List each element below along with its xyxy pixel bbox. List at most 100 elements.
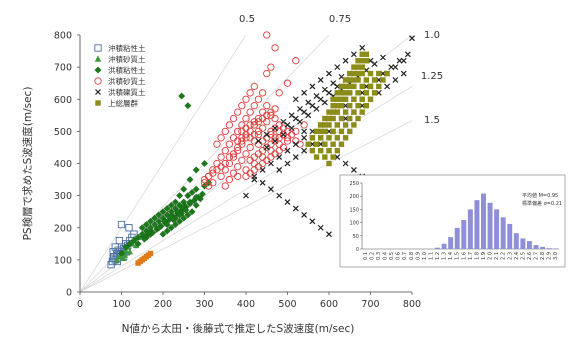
data-point — [367, 83, 374, 90]
data-point — [322, 154, 328, 160]
data-point — [182, 206, 190, 214]
x-marker-stroke — [280, 131, 287, 138]
data-point — [318, 147, 324, 154]
data-point — [363, 51, 370, 57]
histogram-bar — [487, 202, 493, 249]
histogram-bar — [500, 217, 506, 249]
y-tick-label: 500 — [54, 127, 72, 138]
data-point — [392, 77, 399, 83]
data-point — [355, 90, 361, 96]
data-point — [217, 172, 225, 181]
x-marker-stroke — [392, 77, 399, 83]
data-point — [317, 77, 324, 83]
data-point — [263, 144, 270, 151]
data-point — [155, 224, 163, 232]
data-point — [288, 112, 295, 119]
data-point — [380, 54, 386, 61]
data-point — [367, 70, 374, 77]
data-point — [275, 89, 283, 97]
data-point — [130, 237, 138, 245]
data-point — [305, 112, 312, 119]
x-marker-stroke — [313, 93, 320, 99]
data-point — [221, 127, 229, 136]
x-marker-stroke — [284, 147, 291, 154]
data-point — [334, 102, 340, 109]
data-point — [342, 135, 349, 141]
data-point — [351, 122, 357, 128]
data-point — [322, 115, 328, 122]
inset-annotation: 平均値 M=0.95 — [522, 192, 558, 199]
data-point — [188, 188, 196, 196]
data-point — [263, 102, 271, 110]
data-point — [309, 147, 316, 154]
histogram-bar — [467, 209, 473, 249]
data-point — [188, 208, 196, 216]
data-point — [342, 90, 349, 96]
data-point — [355, 102, 361, 109]
data-point — [317, 96, 324, 103]
x-marker-stroke — [301, 89, 308, 96]
x-marker-stroke — [396, 57, 403, 64]
inset-y-tick-label: 200 — [349, 194, 359, 200]
data-point — [184, 102, 192, 110]
data-point — [94, 44, 102, 52]
data-point — [404, 51, 411, 58]
data-point — [229, 114, 238, 123]
data-point — [117, 220, 126, 229]
data-point — [184, 192, 192, 200]
data-point — [250, 118, 258, 126]
data-point — [363, 102, 370, 109]
data-point — [321, 99, 328, 106]
data-point — [234, 163, 242, 171]
x-tick-label: 100 — [112, 299, 130, 310]
inset-x-tick-label: 2.2 — [501, 252, 507, 260]
data-point — [151, 221, 159, 229]
data-point — [180, 185, 188, 193]
data-point — [400, 70, 407, 77]
data-point — [138, 224, 146, 232]
histogram-bar — [540, 246, 546, 249]
data-point — [246, 143, 254, 152]
data-point — [347, 115, 353, 122]
x-marker-stroke — [342, 160, 349, 167]
axes: 0 100 200 300 400 500 600 700 800010020030040050… — [21, 31, 421, 336]
x-marker-stroke — [371, 60, 378, 67]
data-point — [371, 60, 378, 67]
data-point — [351, 109, 357, 115]
data-point — [367, 96, 374, 102]
data-point — [359, 96, 365, 102]
data-point — [114, 256, 121, 263]
x-marker-stroke — [255, 138, 262, 144]
data-point — [292, 205, 299, 212]
y-axis-title: PS検層で求めたS波速度(m/sec) — [21, 87, 34, 241]
data-point — [271, 44, 279, 52]
data-point — [326, 109, 332, 115]
y-tick-label: 400 — [54, 159, 72, 170]
ratio-label: 1.0 — [424, 30, 440, 41]
data-point — [95, 89, 101, 95]
x-marker-stroke — [388, 64, 395, 71]
data-point — [288, 125, 295, 132]
data-point — [250, 102, 258, 110]
data-point — [258, 89, 267, 97]
x-marker-stroke — [330, 80, 337, 87]
data-point — [292, 57, 300, 65]
data-point — [363, 90, 370, 96]
data-point — [355, 77, 361, 83]
data-point — [263, 31, 271, 39]
data-point — [292, 115, 299, 122]
x-tick-label: 200 — [154, 299, 172, 310]
x-marker-stroke — [301, 109, 308, 116]
x-marker-stroke — [350, 167, 357, 173]
inset-x-tick-label: 2.7 — [534, 252, 540, 260]
data-point — [313, 154, 320, 160]
data-point — [246, 108, 254, 116]
data-point — [351, 64, 357, 70]
x-marker-stroke — [284, 160, 291, 167]
data-point — [292, 154, 299, 160]
ratio-label: 0.75 — [329, 14, 351, 25]
data-point — [318, 122, 324, 128]
data-point — [163, 221, 171, 229]
x-marker-stroke — [317, 224, 324, 231]
